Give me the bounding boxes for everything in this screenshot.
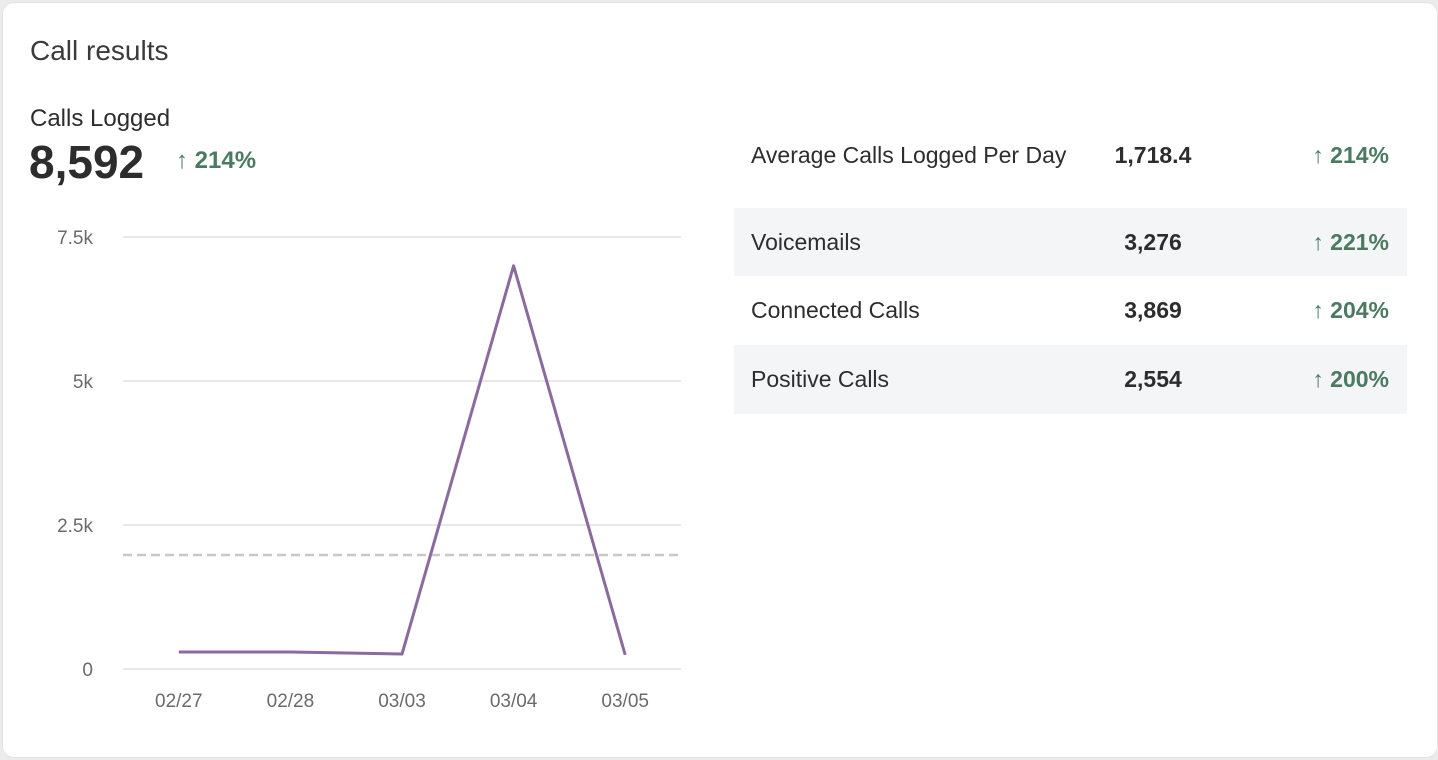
x-tick-label: 03/03 (378, 691, 426, 712)
metric-row: Average Calls Logged Per Day 1,718.4 ↑ 2… (734, 103, 1407, 208)
metric-label: Average Calls Logged Per Day (751, 142, 1067, 168)
kpi-change: ↑ 214% (176, 147, 257, 174)
metric-label: Positive Calls (751, 366, 890, 392)
kpi-label: Calls Logged (30, 105, 171, 132)
series-line (178, 264, 627, 656)
x-tick-label: 03/05 (601, 691, 649, 712)
kpi-value: 8,592 (29, 136, 145, 188)
y-tick-label: 5k (73, 372, 94, 393)
card-title: Call results (30, 35, 169, 66)
metric-change: ↑ 200% (1312, 366, 1389, 392)
metric-change: ↑ 204% (1312, 297, 1389, 323)
metric-label: Connected Calls (751, 297, 920, 323)
metric-row: Positive Calls 2,554 ↑ 200% (734, 345, 1407, 414)
metric-value: 3,276 (1124, 228, 1182, 255)
y-tick-label: 0 (82, 660, 93, 681)
metrics-table: Average Calls Logged Per Day 1,718.4 ↑ 2… (734, 103, 1407, 414)
metric-change: ↑ 221% (1312, 228, 1389, 255)
metric-value: 1,718.4 (1114, 142, 1192, 168)
x-tick-label: 02/27 (155, 691, 203, 712)
x-tick-label: 03/04 (490, 691, 538, 712)
x-tick-label: 02/28 (267, 691, 315, 712)
y-tick-label: 7.5k (57, 228, 93, 249)
metric-row: Connected Calls 3,869 ↑ 204% (734, 276, 1407, 345)
metric-change: ↑ 214% (1312, 142, 1389, 168)
metric-row: Voicemails 3,276 ↑ 221% (734, 208, 1407, 276)
calls-line-chart: 0 2.5k 5k 7.5k 02/27 02/28 03/03 03/04 03/05 (57, 228, 681, 712)
metric-value: 2,554 (1124, 366, 1182, 392)
metric-value: 3,869 (1124, 297, 1182, 323)
metric-label: Voicemails (751, 228, 861, 255)
y-tick-label: 2.5k (57, 516, 93, 537)
